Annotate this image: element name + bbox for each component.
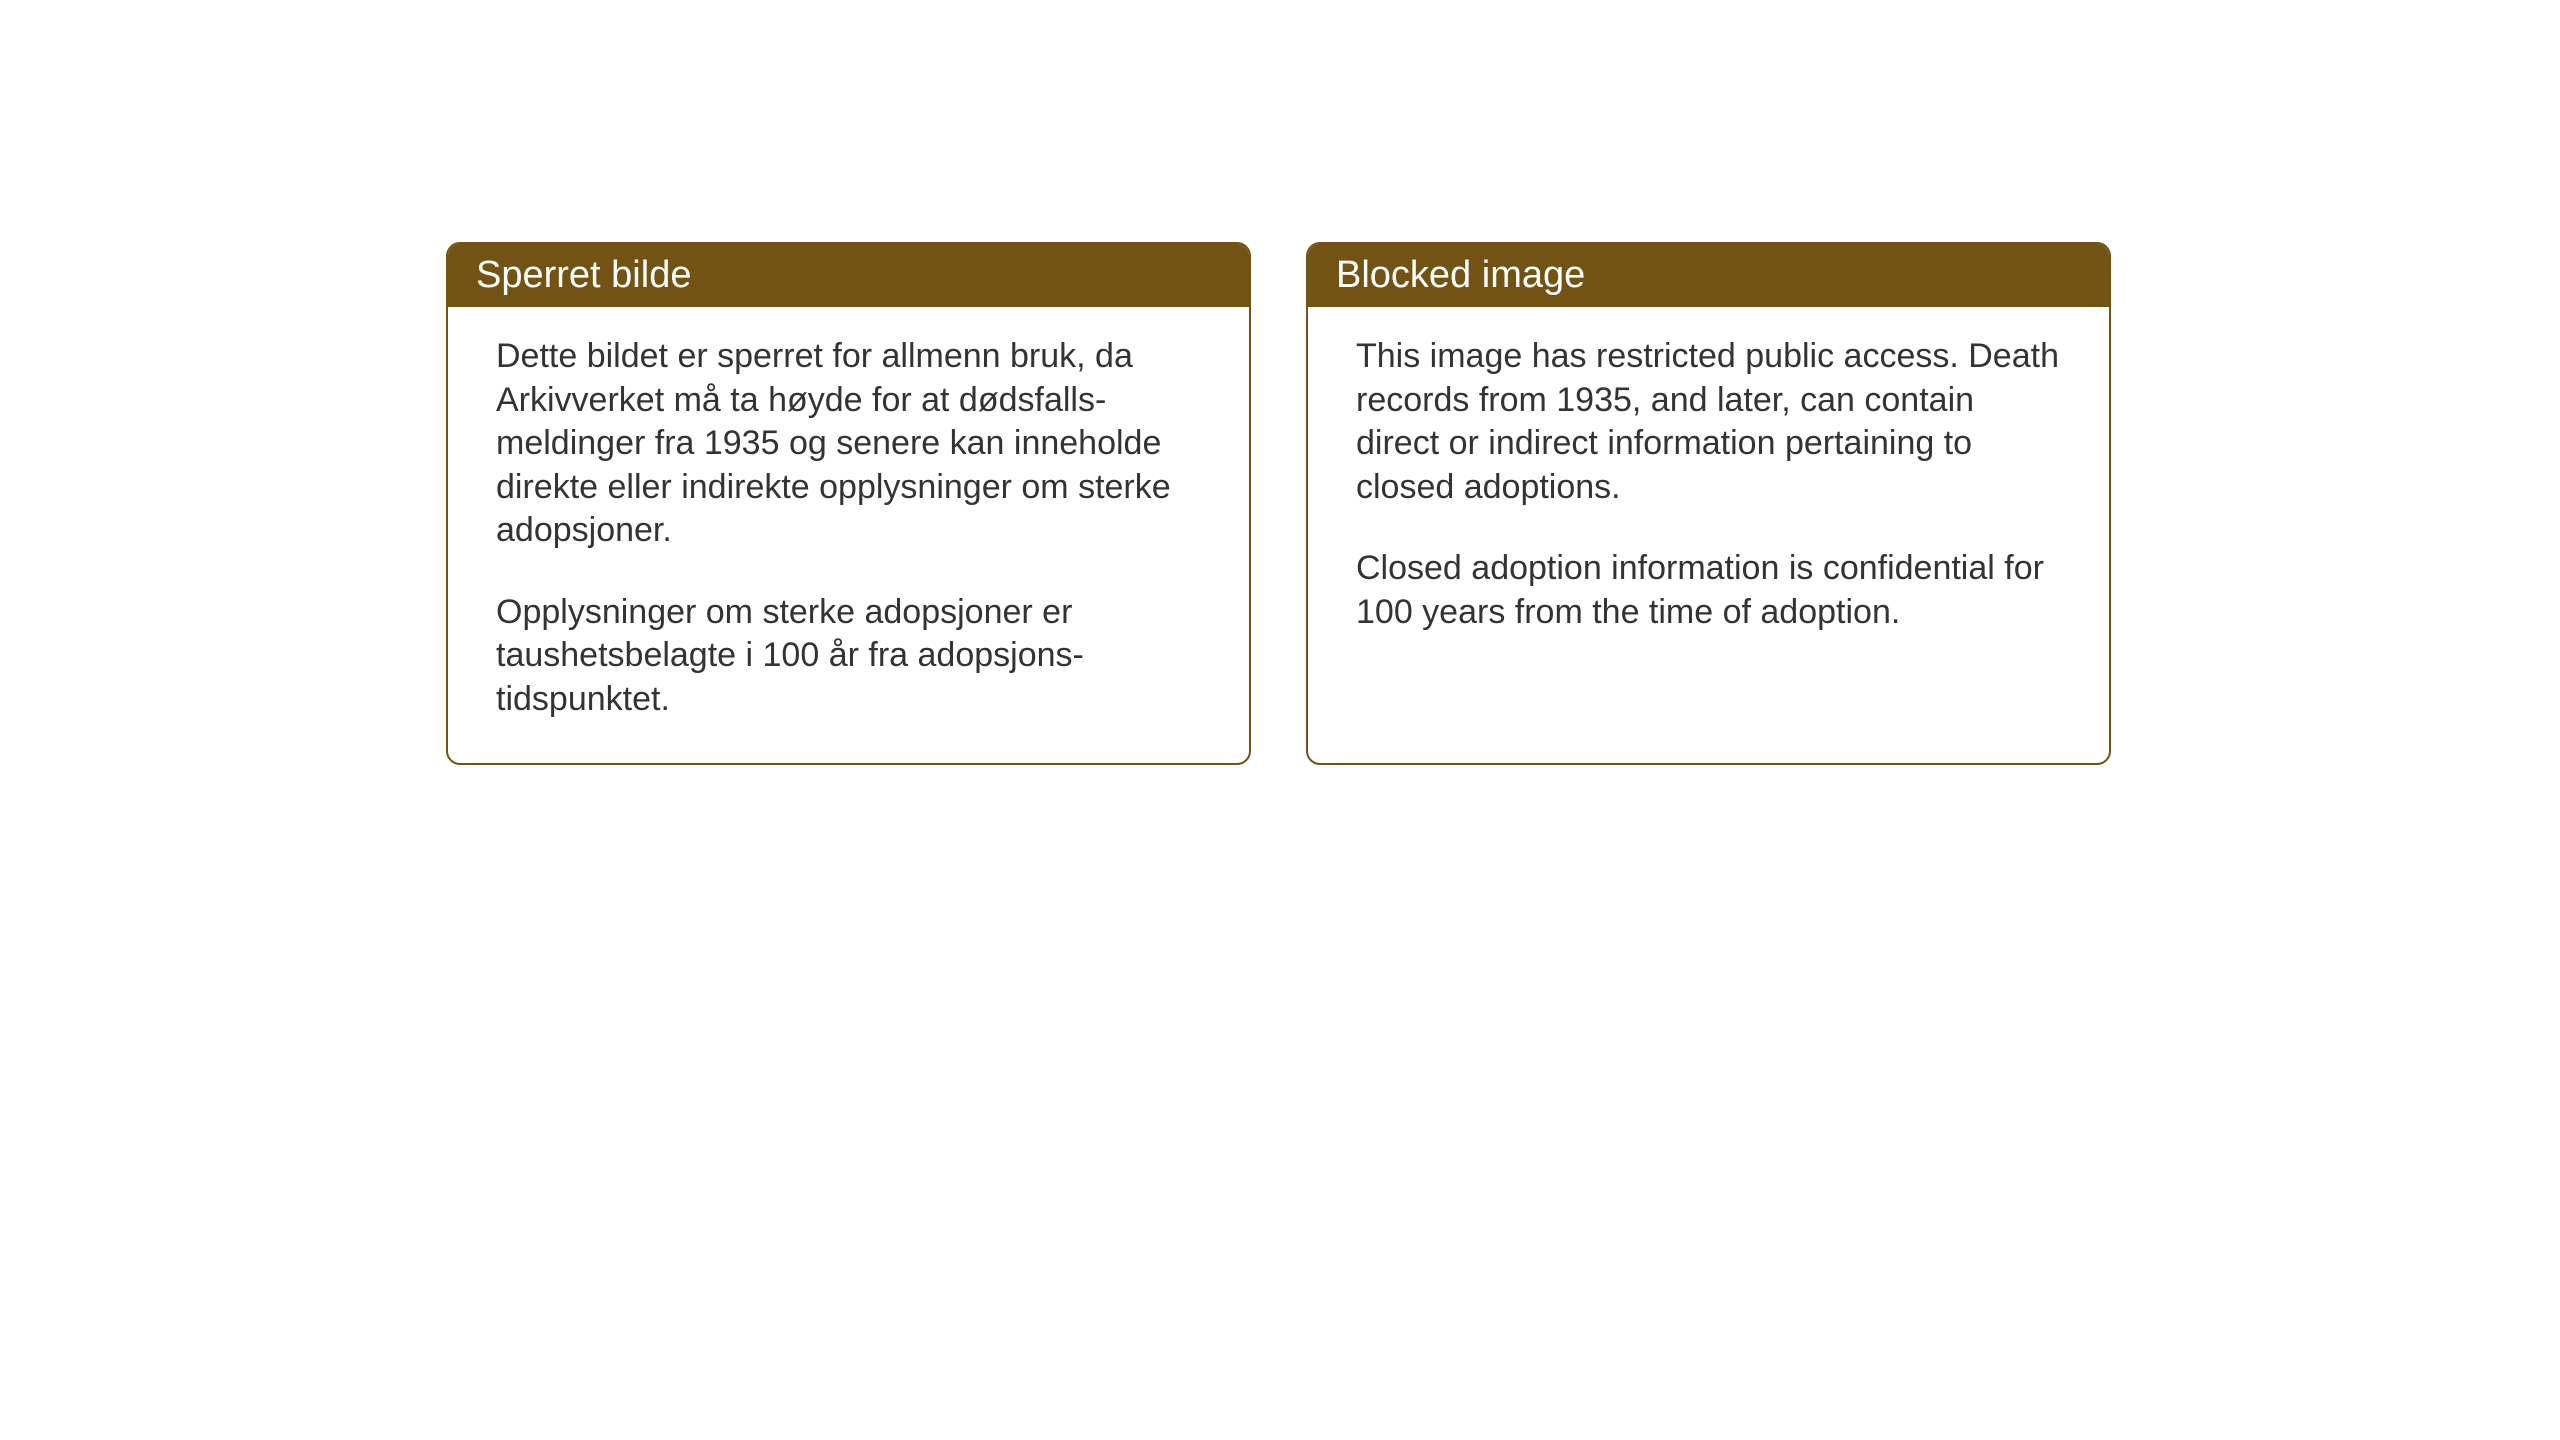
notice-body-english: This image has restricted public access.…	[1308, 307, 2109, 676]
notice-paragraph-2-norwegian: Opplysninger om sterke adopsjoner er tau…	[496, 591, 1201, 722]
notice-box-norwegian: Sperret bilde Dette bildet er sperret fo…	[446, 242, 1251, 765]
notice-paragraph-1-english: This image has restricted public access.…	[1356, 335, 2061, 509]
notice-paragraph-2-english: Closed adoption information is confident…	[1356, 547, 2061, 634]
notice-body-norwegian: Dette bildet er sperret for allmenn bruk…	[448, 307, 1249, 763]
notice-header-norwegian: Sperret bilde	[448, 244, 1249, 307]
notice-header-english: Blocked image	[1308, 244, 2109, 307]
notice-paragraph-1-norwegian: Dette bildet er sperret for allmenn bruk…	[496, 335, 1201, 553]
notices-container: Sperret bilde Dette bildet er sperret fo…	[446, 242, 2111, 765]
notice-box-english: Blocked image This image has restricted …	[1306, 242, 2111, 765]
